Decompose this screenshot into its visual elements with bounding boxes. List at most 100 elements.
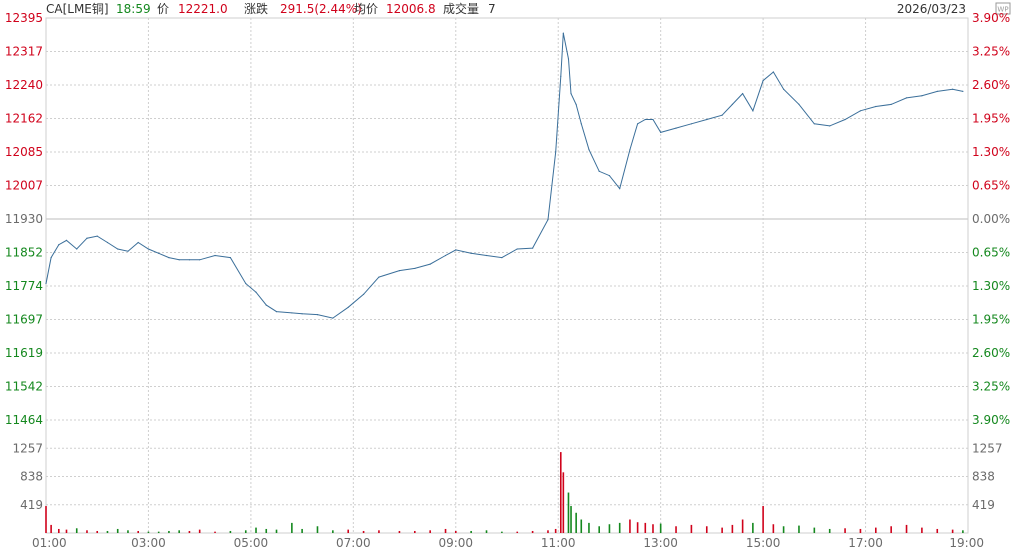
volume-bar (157, 531, 160, 533)
price-tick-label: 11464 (5, 413, 43, 427)
price-point (562, 32, 564, 34)
volume-bar (598, 526, 600, 533)
volume-bar (188, 530, 191, 533)
grid (45, 17, 969, 534)
price-point (798, 103, 800, 105)
time-tick-label: 05:00 (234, 536, 269, 550)
volume-bar (644, 522, 647, 533)
price-point (127, 250, 129, 252)
price-point (214, 254, 216, 257)
volume-bar (905, 524, 908, 533)
volume-bar (659, 523, 662, 533)
price-point (188, 259, 191, 261)
price-point (570, 92, 572, 95)
price-point (245, 282, 247, 285)
volume-bar (198, 529, 201, 533)
volume-bar (75, 528, 78, 533)
price-point (470, 252, 472, 254)
wp-badge-text: WP (997, 6, 1008, 14)
volume-bar (962, 530, 964, 533)
price-tick-label: 11542 (5, 380, 43, 394)
pct-tick-label: 2.60% (972, 346, 1010, 360)
price-tick-label: 12240 (5, 78, 43, 92)
volume-bar (741, 519, 744, 533)
time-tick-label: 07:00 (336, 536, 371, 550)
price-point (905, 97, 908, 99)
price-point (275, 311, 278, 313)
time-tick-label: 03:00 (131, 536, 166, 550)
pct-tick-label: 1.30% (972, 279, 1010, 293)
volume-bar (470, 530, 472, 533)
price-point (598, 170, 600, 172)
price-point (347, 306, 349, 308)
price-point (168, 257, 170, 259)
price-point (76, 248, 78, 250)
axes: 12395 3.90% 12317 3.25% 12240 2.60% 12162 1.95%… (5, 11, 1010, 550)
volume-bar (414, 530, 416, 533)
price-point (675, 127, 677, 129)
price-point (86, 237, 88, 239)
price-point (199, 259, 201, 261)
price-point (178, 259, 180, 261)
avg-value: 12006.8 (386, 2, 436, 16)
volume-tick-label-right: 419 (972, 498, 995, 512)
volume-label: 成交量 (443, 1, 479, 16)
price-point (265, 304, 267, 306)
volume-bar (844, 528, 846, 533)
volume-bar (636, 522, 639, 533)
price-point (455, 249, 457, 251)
price-point (742, 92, 744, 95)
volume-bar (58, 528, 60, 533)
volume-bar (485, 530, 488, 533)
price-tick-label: 12007 (5, 179, 43, 193)
volume-bar (554, 528, 557, 533)
price-tick-label: 11852 (5, 246, 43, 260)
volume-bar (116, 528, 119, 533)
volume-bar (859, 528, 862, 533)
price-point (952, 88, 954, 90)
price-point (962, 90, 964, 93)
volume-bar (316, 526, 319, 533)
date-label: 2026/03/23 (897, 2, 966, 16)
price-point (532, 247, 534, 249)
price-point (555, 151, 557, 153)
volume-bar (398, 530, 401, 533)
volume-bar (265, 528, 268, 533)
time-tick-label: 09:00 (438, 536, 473, 550)
volume-bar (618, 522, 621, 533)
pct-tick-label: 0.65% (972, 179, 1010, 193)
volume-bar (721, 527, 723, 533)
volume-bar (690, 524, 693, 533)
price-point (762, 80, 764, 82)
volume-bar (378, 530, 380, 533)
volume-bar (454, 530, 457, 533)
volume-bar (362, 530, 365, 533)
volume-bars (45, 452, 964, 533)
volume-bar (332, 530, 334, 533)
price-point (45, 282, 47, 285)
price-tick-label: 11619 (5, 346, 43, 360)
price-point (291, 312, 293, 314)
header-time: 18:59 (116, 2, 151, 16)
time-tick-label: 15:00 (746, 536, 781, 550)
volume-bar (444, 528, 447, 533)
price-point (637, 123, 639, 125)
volume-bar (890, 526, 892, 533)
volume-bar (588, 522, 590, 533)
price-point (398, 269, 401, 272)
price-point (50, 257, 52, 259)
price-point (644, 118, 646, 121)
price-tick-label: 11774 (5, 279, 43, 293)
volume-bar (229, 530, 232, 533)
pct-tick-label: 3.25% (972, 45, 1010, 59)
price-point (147, 248, 150, 250)
price-tick-label: 12085 (5, 145, 43, 159)
price-point (567, 58, 570, 60)
time-tick-label: 13:00 (643, 536, 678, 550)
price-point (936, 90, 938, 93)
time-tick-label: 01:00 (32, 536, 67, 550)
volume-bar (675, 526, 677, 533)
price-tick-label: 12395 (5, 11, 43, 25)
volume-bar (731, 524, 734, 533)
price-point (752, 110, 754, 112)
